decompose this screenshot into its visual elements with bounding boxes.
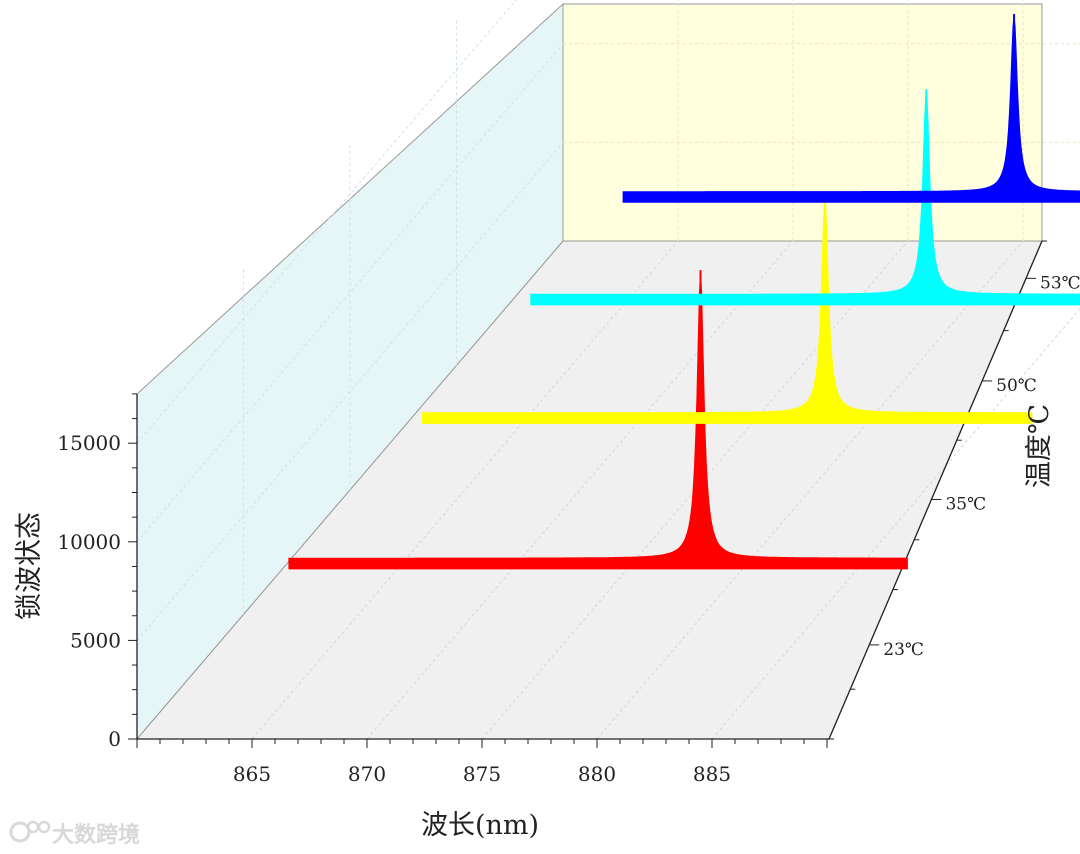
tick-labels: 865 870 875 880 885 0 5000 10000 15000 23℃ 35℃ 50℃ 5… bbox=[57, 273, 1080, 786]
z-tick-label: 35℃ bbox=[945, 494, 986, 514]
z-axis-title: 温度℃ bbox=[1024, 404, 1055, 488]
y-axis-title: 锁波状态 bbox=[14, 512, 45, 620]
floor-grid-line bbox=[481, 240, 909, 740]
z-tick-label: 53℃ bbox=[1040, 273, 1080, 293]
y-tick-label: 10000 bbox=[57, 530, 121, 554]
grid-lines bbox=[136, 0, 1080, 740]
floor-grid-line bbox=[251, 240, 679, 740]
floor-grid-line bbox=[711, 308, 1080, 740]
series-area bbox=[622, 14, 1080, 203]
z-axis-line bbox=[828, 240, 1043, 740]
series-area bbox=[288, 270, 908, 570]
side-grid-line bbox=[136, 43, 564, 543]
series-layer bbox=[288, 14, 1080, 570]
x-tick-label: 865 bbox=[233, 762, 271, 786]
y-tick-label: 15000 bbox=[57, 431, 121, 455]
x-axis-title: 波长(nm) bbox=[421, 810, 539, 841]
back-wall bbox=[562, 3, 1043, 242]
x-tick-label: 875 bbox=[463, 762, 501, 786]
x-tick-label: 880 bbox=[578, 762, 616, 786]
watermark: 大数跨境 bbox=[9, 820, 140, 848]
floor-grid-line bbox=[366, 240, 794, 740]
series-4 bbox=[622, 14, 1080, 203]
x-tick-label: 885 bbox=[693, 762, 731, 786]
series-area bbox=[421, 198, 1033, 424]
x-tick-label: 870 bbox=[348, 762, 386, 786]
watermark-logo-icon bbox=[9, 820, 51, 843]
side-grid-line bbox=[136, 142, 564, 641]
y-tick-label: 5000 bbox=[70, 628, 121, 652]
floor-grid-line bbox=[596, 240, 1024, 740]
axes bbox=[128, 240, 1047, 748]
y-tick-label: 0 bbox=[108, 727, 121, 751]
watermark-text: 大数跨境 bbox=[52, 822, 140, 848]
z-tick-label: 23℃ bbox=[883, 640, 924, 660]
series-area bbox=[530, 91, 1080, 306]
side-grid-line bbox=[136, 0, 517, 444]
z-tick-label: 50℃ bbox=[996, 376, 1037, 396]
